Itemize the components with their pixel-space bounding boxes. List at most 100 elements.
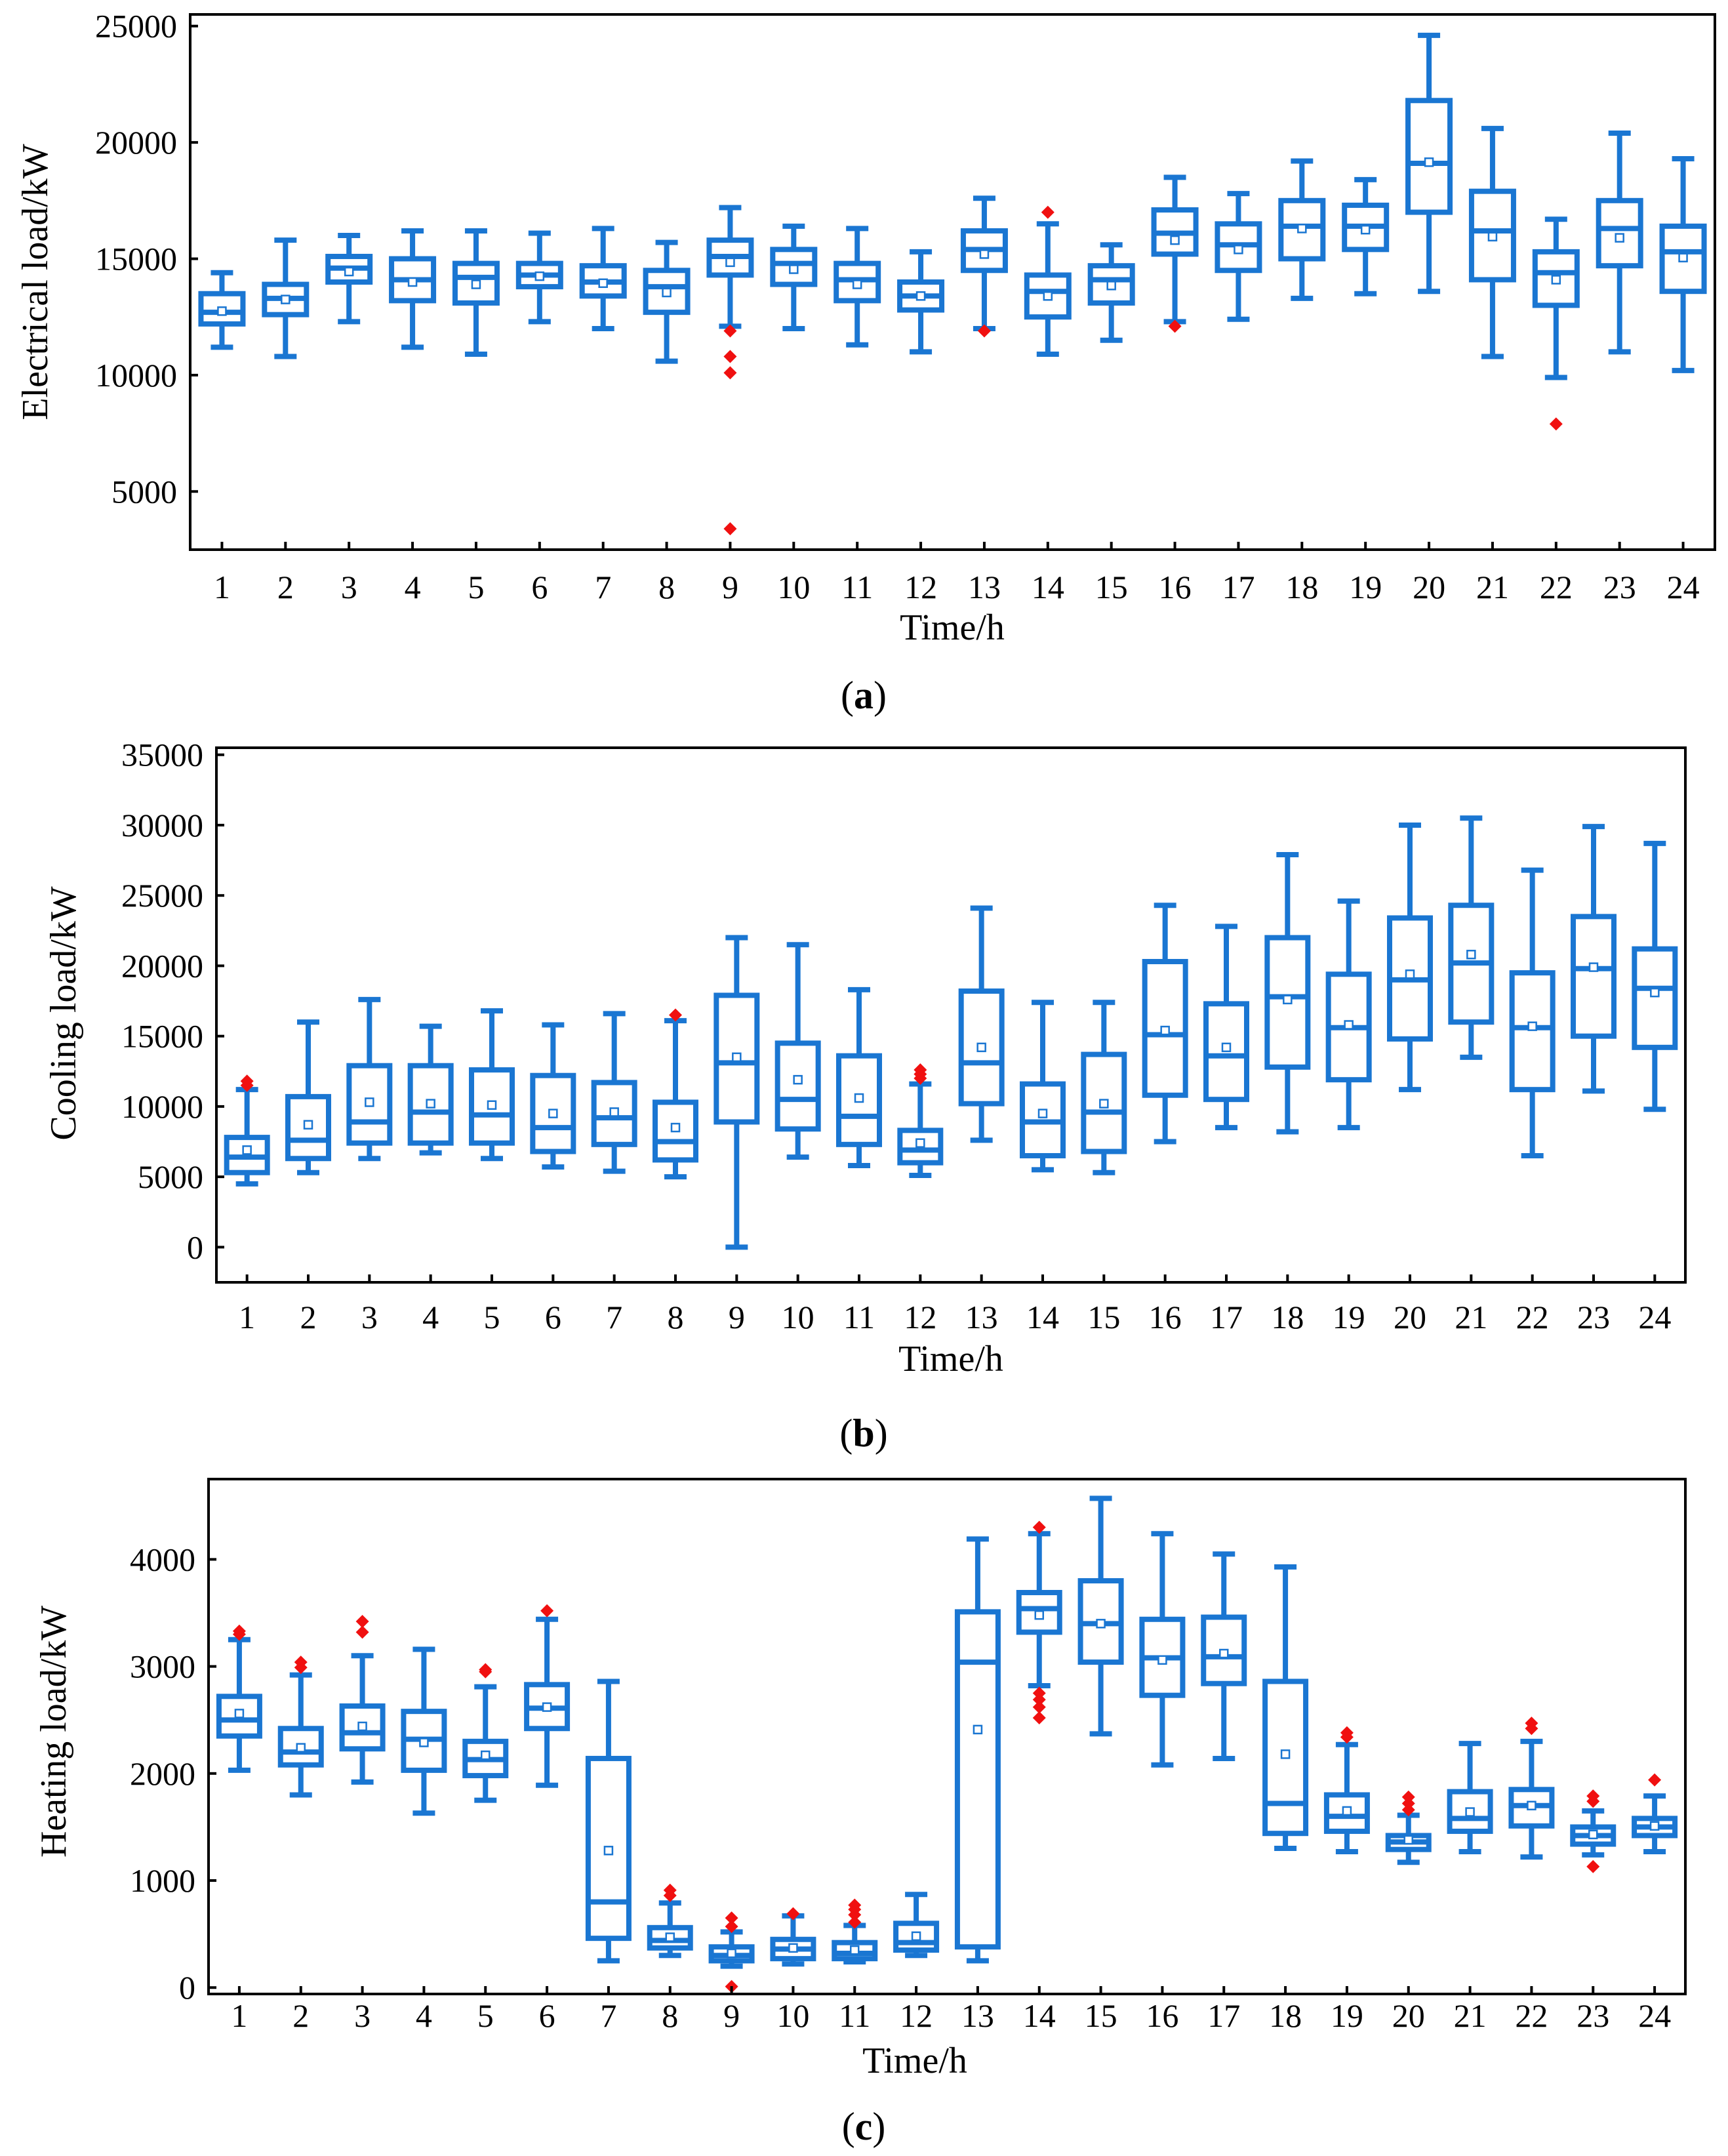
y-tick-label: 10000 (95, 357, 177, 394)
box-19 (1323, 1726, 1370, 1854)
x-tick-label: 19 (1349, 569, 1382, 605)
box-6 (530, 1022, 576, 1170)
box-1 (198, 270, 246, 350)
y-tick-label: 30000 (121, 807, 203, 844)
mean-marker (296, 1743, 306, 1753)
x-tick-label: 14 (1026, 1299, 1059, 1335)
mean-marker (1219, 1648, 1229, 1659)
outlier-point (1401, 1790, 1415, 1804)
x-tick-label: 20 (1394, 1299, 1426, 1335)
iqr-box (1571, 914, 1617, 1039)
mean-marker (727, 1948, 736, 1959)
mean-marker (1678, 253, 1688, 262)
mean-marker (1344, 1020, 1354, 1030)
box-21 (1448, 815, 1495, 1060)
box-2 (285, 1019, 331, 1175)
box-12 (897, 249, 945, 355)
box-12 (893, 1892, 940, 1959)
box-19 (1325, 898, 1372, 1131)
mean-marker (598, 278, 608, 289)
y-tick-label: 1000 (130, 1862, 195, 1899)
box-17 (1201, 1551, 1247, 1761)
outlier-point (1032, 1693, 1046, 1707)
x-tick-label: 13 (961, 1997, 994, 2034)
mean-marker (1034, 1610, 1044, 1620)
x-tick-label: 24 (1667, 569, 1700, 605)
outlier-point (1340, 1726, 1354, 1739)
x-axis-title-c: Time/h (862, 2041, 967, 2081)
mean-marker (915, 291, 926, 301)
x-tick-label: 11 (841, 569, 873, 605)
y-tick-label: 5000 (111, 473, 177, 510)
outlier-point (723, 366, 737, 380)
box-8 (647, 1883, 693, 1959)
box-3 (339, 1615, 386, 1785)
mean-marker (1405, 969, 1415, 979)
x-tick-label: 15 (1095, 569, 1128, 605)
mean-marker (1099, 1099, 1109, 1109)
mean-marker (1424, 157, 1434, 167)
box-9 (708, 1911, 755, 1993)
mean-marker (1106, 281, 1116, 291)
y-tick-label: 0 (179, 1969, 195, 2006)
box-5 (452, 228, 500, 357)
box-18 (1278, 158, 1326, 301)
x-axis-a: 1 2 3 4 5 6 7 8 9 10 11 12 13 14 15 16 17 18 19 20 21 22 23 24 (214, 542, 1700, 605)
mean-marker (665, 1932, 675, 1942)
box-17 (1203, 924, 1249, 1131)
y-tick-label: 15000 (95, 241, 177, 277)
x-tick-label: 23 (1603, 569, 1636, 605)
outlier-point (723, 522, 737, 536)
outlier-point (232, 1624, 246, 1638)
box-22 (1509, 867, 1556, 1158)
mean-marker (1096, 1619, 1106, 1629)
x-tick-label: 4 (405, 569, 421, 605)
box-7 (591, 1011, 637, 1174)
iqr-box (452, 260, 500, 306)
box-16 (1142, 903, 1188, 1145)
outlier-point (723, 324, 737, 338)
x-tick-label: 6 (539, 1997, 555, 2034)
mean-marker (471, 279, 481, 289)
x-tick-label: 23 (1577, 1299, 1610, 1335)
x-axis-title-b: Time/h (898, 1339, 1003, 1379)
mean-marker (1221, 1042, 1232, 1053)
box-7 (579, 226, 627, 331)
box-23 (1571, 824, 1617, 1094)
mean-marker (548, 1109, 558, 1118)
box-8 (653, 1008, 698, 1180)
box-8 (643, 239, 691, 364)
x-tick-label: 13 (968, 569, 1001, 605)
x-tick-label: 13 (965, 1299, 998, 1335)
box-5 (462, 1663, 509, 1803)
x-tick-label: 22 (1515, 1997, 1548, 2034)
box-12 (897, 1063, 944, 1178)
box-6 (524, 1604, 571, 1788)
mean-marker (1588, 1829, 1598, 1840)
mean-marker (732, 1052, 742, 1063)
x-tick-label: 17 (1210, 1299, 1243, 1335)
y-tick-label: 20000 (121, 947, 203, 984)
mean-marker (1234, 245, 1243, 254)
iqr-box (1262, 1678, 1309, 1837)
box-24 (1632, 1773, 1678, 1854)
x-tick-label: 19 (1331, 1997, 1363, 2034)
x-tick-label: 15 (1087, 1299, 1120, 1335)
iqr-box (216, 1694, 262, 1739)
box-22 (1508, 1717, 1555, 1860)
outlier-point (848, 1898, 862, 1912)
x-tick-label: 20 (1392, 1997, 1425, 2034)
mean-marker (365, 1097, 374, 1107)
outlier-point (723, 350, 737, 363)
mean-marker (915, 1138, 925, 1148)
outlier-point (1041, 205, 1055, 219)
mean-marker (1170, 235, 1180, 245)
outlier-point (355, 1615, 369, 1629)
y-tick-label: 4000 (130, 1541, 195, 1577)
x-tick-label: 19 (1333, 1299, 1365, 1335)
x-tick-label: 21 (1455, 1299, 1487, 1335)
box-23 (1570, 1789, 1617, 1873)
